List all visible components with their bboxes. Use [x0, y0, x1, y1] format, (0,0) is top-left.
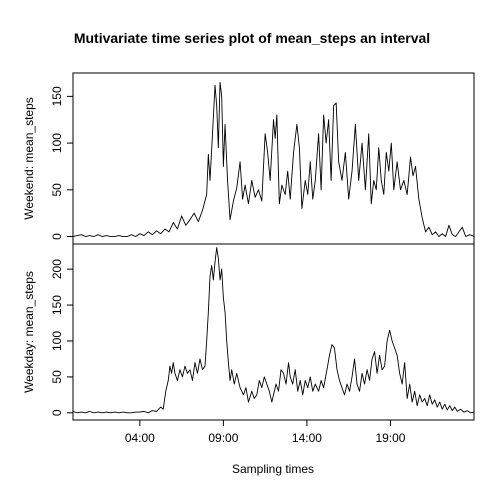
weekend-panel: 0 50 100 150 Weekend: mean_steps	[22, 72, 475, 245]
weekday-y-tick-label-4: 200	[50, 259, 64, 279]
x-tick-label-3: 19:00	[375, 431, 405, 445]
weekday-panel: 0 50 100 150 200 Weekday: mean_steps	[22, 243, 475, 421]
weekend-y-tick-label-2: 100	[50, 133, 64, 153]
x-tick-label-0: 04:00	[125, 431, 155, 445]
weekday-y-tick-label-0: 0	[50, 409, 64, 416]
weekday-y-tick-label-3: 150	[50, 295, 64, 315]
weekday-plot-frame	[72, 243, 475, 421]
weekend-y-tick-label-0: 0	[50, 233, 64, 240]
weekend-y-axis-label: Weekend: mean_steps	[22, 97, 36, 220]
weekend-y-tick-label-1: 50	[50, 183, 64, 197]
chart-title: Mutivariate time series plot of mean_ste…	[74, 30, 430, 46]
x-axis: 04:00 09:00 14:00 19:00	[125, 420, 406, 445]
x-tick-label-2: 14:00	[292, 431, 322, 445]
x-axis-label: Sampling times	[232, 462, 314, 476]
weekday-series-line	[72, 247, 475, 414]
weekday-y-axis-label: Weekday: mean_steps	[22, 271, 36, 393]
weekday-y-tick-label-2: 100	[50, 331, 64, 351]
weekend-plot-frame	[72, 72, 475, 245]
x-tick-label-1: 09:00	[208, 431, 238, 445]
weekday-y-tick-label-1: 50	[50, 370, 64, 384]
weekend-y-tick-label-3: 150	[50, 86, 64, 106]
weekend-series-line	[72, 81, 475, 237]
